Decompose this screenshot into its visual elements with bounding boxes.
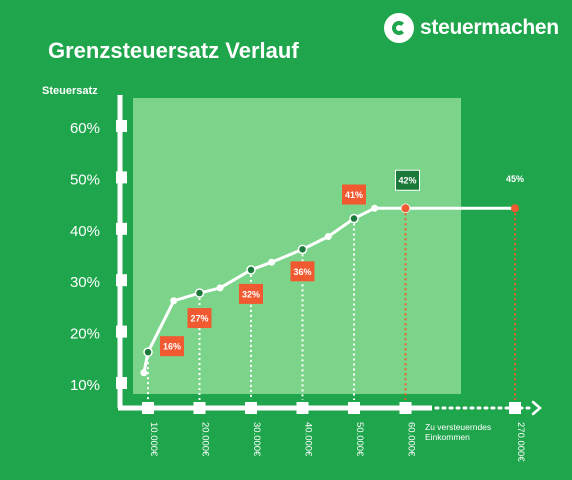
x-tick-label: 30.000€ xyxy=(251,422,262,457)
data-point xyxy=(371,204,379,212)
y-tick-mark xyxy=(116,377,127,389)
annotation-box xyxy=(395,169,420,191)
steuermachen-logo-icon xyxy=(384,13,414,43)
x-tick-label: 20.000€ xyxy=(200,422,211,457)
x-tick-label: 270.000€ xyxy=(515,422,526,462)
y-tick-label: 30% xyxy=(70,274,100,291)
x-tick-mark xyxy=(348,402,360,414)
data-point xyxy=(349,213,359,224)
data-point xyxy=(194,288,205,298)
annotation-box xyxy=(290,261,315,282)
data-point xyxy=(297,244,308,255)
data-point xyxy=(324,233,332,241)
y-tick-label: 40% xyxy=(70,223,100,240)
chart-title: Grenzsteuersatz Verlauf xyxy=(48,38,299,63)
x-tick-mark xyxy=(399,402,412,414)
data-point xyxy=(216,284,224,292)
y-tick-label: 20% xyxy=(70,326,100,343)
x-axis-arrow-icon xyxy=(531,400,542,416)
x-tick-mark xyxy=(296,402,309,414)
brand-name: steuermachen xyxy=(420,16,559,39)
y-tick-mark xyxy=(116,171,127,184)
data-point xyxy=(401,204,410,213)
annotation-label: 27% xyxy=(190,314,208,324)
x-tick-mark xyxy=(193,402,206,414)
annotation-label: 16% xyxy=(163,342,181,352)
data-point xyxy=(268,258,276,266)
annotation-box xyxy=(187,308,212,329)
y-tick-mark xyxy=(116,222,127,235)
annotation-label: 36% xyxy=(293,267,311,277)
data-point xyxy=(143,347,153,357)
x-tick-label: 40.000€ xyxy=(303,422,314,457)
annotation-box xyxy=(342,184,366,205)
annotation-label: 32% xyxy=(242,289,260,299)
data-point xyxy=(246,265,256,275)
data-point xyxy=(511,204,519,213)
x-axis-label: Zu versteuerndes Einkommen xyxy=(425,422,491,442)
x-tick-mark xyxy=(509,402,521,414)
y-tick-mark xyxy=(116,274,127,287)
x-tick-mark xyxy=(245,402,257,414)
y-tick-label: 60% xyxy=(70,120,100,137)
x-tick-label: 50.000€ xyxy=(354,422,365,457)
y-axis-label: Steuersatz xyxy=(42,85,98,97)
annotation-box xyxy=(160,336,184,357)
x-tick-mark xyxy=(142,402,154,414)
annotation-label: 42% xyxy=(398,176,416,186)
annotation-label: 45% xyxy=(506,174,524,184)
y-tick-mark xyxy=(116,325,127,338)
x-tick-label: 10.000€ xyxy=(148,422,159,457)
annotation-box xyxy=(239,283,263,304)
y-tick-label: 50% xyxy=(70,171,100,188)
y-tick-label: 10% xyxy=(70,377,100,394)
data-point xyxy=(170,297,178,305)
y-tick-mark xyxy=(116,120,127,132)
x-tick-label: 60.000€ xyxy=(406,422,417,457)
annotation-label: 41% xyxy=(345,190,363,200)
data-point xyxy=(140,369,148,377)
brand-logo: steuermachen xyxy=(384,11,559,45)
